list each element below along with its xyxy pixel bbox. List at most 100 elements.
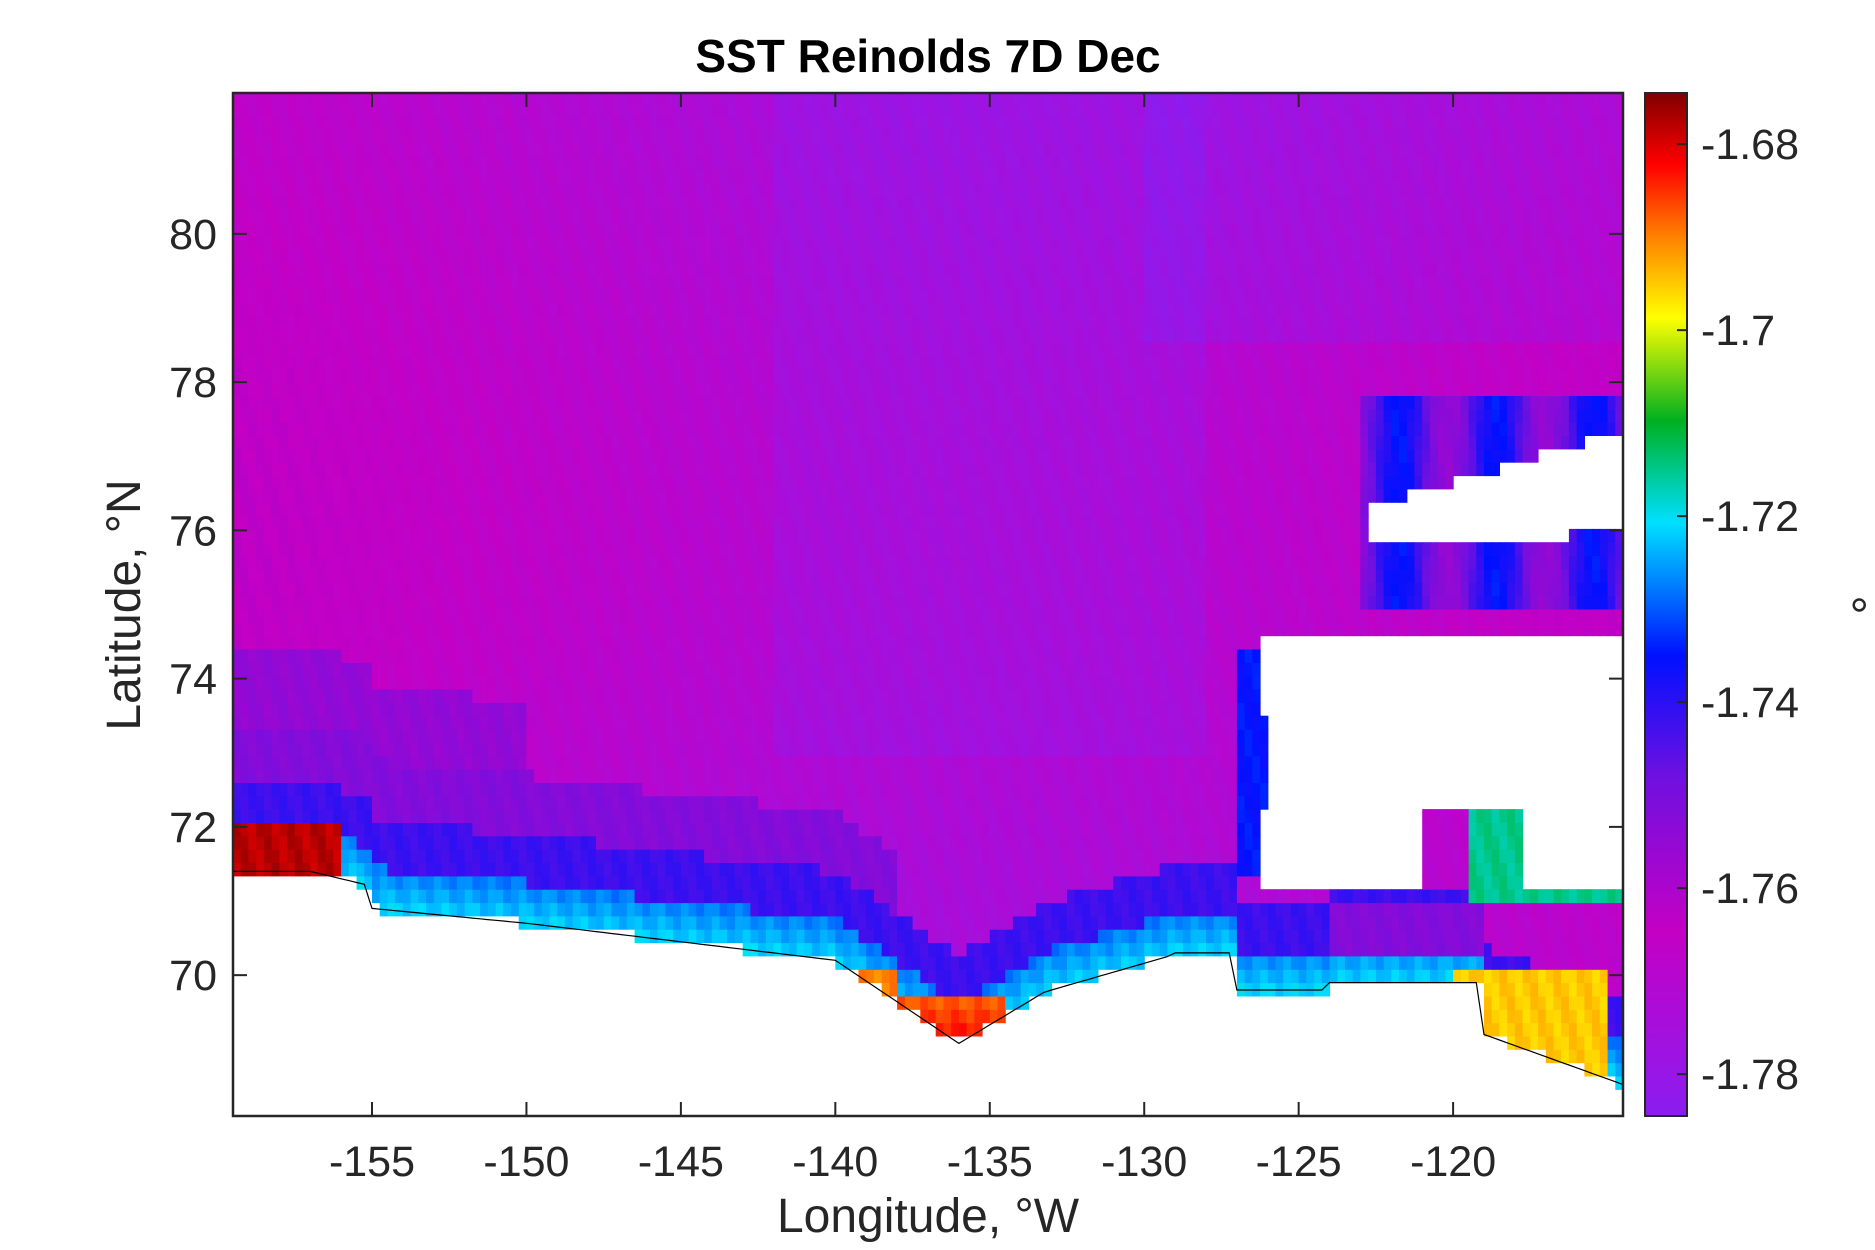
sst-cell bbox=[1368, 622, 1377, 637]
sst-cell bbox=[263, 729, 273, 743]
sst-cell bbox=[472, 729, 481, 743]
sst-cell bbox=[943, 568, 952, 583]
sst-cell bbox=[1012, 809, 1022, 823]
sst-cell bbox=[480, 822, 489, 837]
sst-cell bbox=[1097, 662, 1107, 677]
sst-cell bbox=[1484, 929, 1493, 944]
sst-cell bbox=[387, 902, 396, 917]
sst-cell bbox=[1260, 568, 1269, 583]
sst-cell bbox=[1507, 622, 1516, 637]
sst-cell bbox=[526, 782, 535, 797]
sst-cell bbox=[317, 649, 327, 663]
sst-cell bbox=[997, 729, 1006, 743]
sst-cell bbox=[966, 969, 975, 984]
sst-cell bbox=[426, 755, 435, 770]
sst-cell bbox=[302, 622, 311, 637]
sst-cell bbox=[1175, 782, 1184, 797]
sst-cell bbox=[449, 889, 458, 904]
sst-cell bbox=[642, 809, 651, 823]
sst-cell bbox=[1507, 849, 1516, 863]
sst-cell bbox=[1005, 782, 1014, 797]
sst-cell bbox=[1406, 929, 1416, 944]
sst-cell bbox=[279, 555, 288, 570]
sst-cell bbox=[1159, 622, 1168, 637]
sst-cell bbox=[804, 809, 813, 823]
sst-cell bbox=[1144, 795, 1153, 810]
sst-cell bbox=[904, 822, 914, 837]
sst-cell bbox=[819, 755, 829, 770]
sst-cell bbox=[433, 862, 443, 877]
sst-cell bbox=[1391, 969, 1400, 984]
sst-cell bbox=[1491, 822, 1500, 837]
sst-cell bbox=[1584, 942, 1593, 957]
sst-cell bbox=[1005, 595, 1014, 610]
sst-cell bbox=[356, 715, 365, 730]
sst-cell bbox=[642, 915, 651, 930]
sst-cell bbox=[534, 875, 543, 890]
sst-cell bbox=[1406, 889, 1416, 904]
sst-cell bbox=[1429, 822, 1439, 837]
sst-cell bbox=[1545, 1035, 1555, 1050]
sst-cell bbox=[1445, 875, 1454, 890]
sst-cell bbox=[1414, 542, 1423, 557]
sst-cell bbox=[1213, 715, 1222, 730]
sst-cell bbox=[1584, 1049, 1593, 1064]
sst-cell bbox=[1244, 649, 1253, 663]
sst-cell bbox=[696, 929, 705, 944]
sst-cell bbox=[1097, 675, 1107, 690]
sst-cell bbox=[711, 795, 721, 810]
sst-cell bbox=[1036, 622, 1045, 637]
sst-cell bbox=[951, 769, 960, 783]
sst-cell bbox=[673, 649, 682, 663]
sst-cell bbox=[1151, 608, 1161, 623]
sst-cell bbox=[657, 902, 666, 917]
sst-cell bbox=[897, 622, 906, 637]
sst-cell bbox=[912, 528, 921, 543]
sst-cell bbox=[1429, 835, 1439, 850]
sst-cell bbox=[402, 595, 412, 610]
sst-cell bbox=[873, 902, 883, 917]
sst-cell bbox=[426, 568, 435, 583]
sst-cell bbox=[704, 675, 713, 690]
sst-cell bbox=[565, 622, 574, 637]
sst-cell bbox=[912, 649, 921, 663]
sst-cell bbox=[1460, 542, 1470, 557]
sst-cell bbox=[511, 875, 520, 890]
sst-cell bbox=[418, 835, 427, 850]
sst-cell bbox=[1584, 555, 1593, 570]
sst-cell bbox=[1568, 582, 1578, 597]
sst-cell bbox=[1460, 595, 1470, 610]
sst-cell bbox=[789, 675, 798, 690]
sst-cell bbox=[819, 608, 829, 623]
sst-cell bbox=[449, 729, 458, 743]
sst-cell bbox=[958, 1022, 968, 1037]
sst-cell bbox=[526, 675, 535, 690]
sst-cell bbox=[1028, 889, 1037, 904]
sst-cell bbox=[1491, 1022, 1500, 1037]
sst-cell bbox=[1182, 702, 1192, 717]
sst-cell bbox=[1005, 902, 1014, 917]
sst-cell bbox=[765, 769, 775, 783]
sst-cell bbox=[966, 769, 975, 783]
sst-cell bbox=[1607, 982, 1616, 997]
sst-cell bbox=[704, 755, 713, 770]
sst-cell bbox=[1615, 1062, 1623, 1077]
sst-cell bbox=[387, 729, 396, 743]
sst-cell bbox=[580, 902, 589, 917]
sst-cell bbox=[850, 595, 860, 610]
sst-cell bbox=[1121, 889, 1130, 904]
sst-cell bbox=[1113, 875, 1122, 890]
sst-cell bbox=[1144, 875, 1153, 890]
sst-cell bbox=[1561, 915, 1570, 930]
sst-cell bbox=[1082, 542, 1091, 557]
sst-cell bbox=[233, 608, 242, 623]
sst-cell bbox=[1267, 889, 1277, 904]
sst-cell bbox=[1391, 608, 1400, 623]
sst-cell bbox=[634, 729, 643, 743]
sst-cell bbox=[835, 582, 844, 597]
sst-cell bbox=[456, 622, 466, 637]
sst-cell bbox=[1244, 849, 1253, 863]
sst-cell bbox=[580, 568, 589, 583]
sst-cell bbox=[487, 809, 497, 823]
sst-cell bbox=[1136, 649, 1145, 663]
